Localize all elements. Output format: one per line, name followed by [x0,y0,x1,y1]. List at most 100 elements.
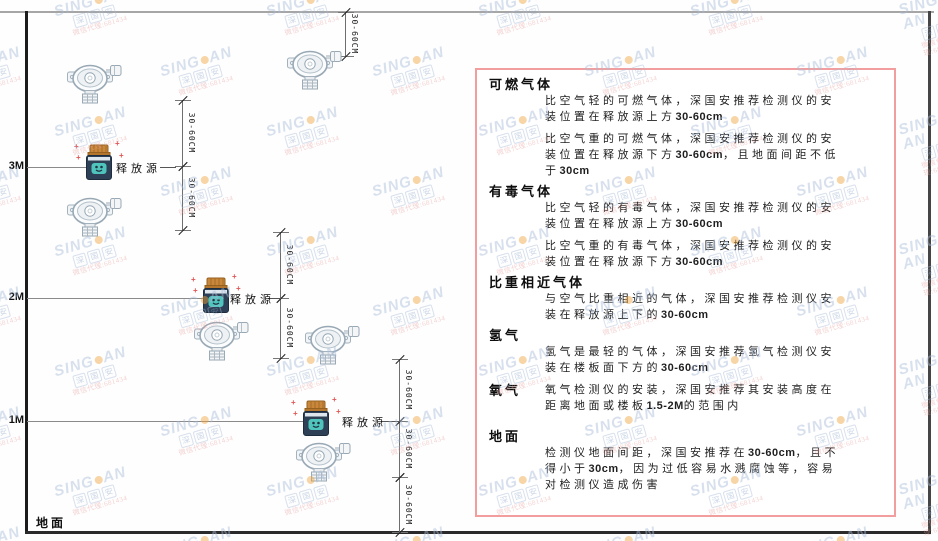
measurement-value: 1.5-2M [646,400,684,412]
dimension-tick [338,7,354,18]
height-marker-label: 3M [8,160,24,172]
guideline-paragraph: 比空气重的有毒气体，深国安推荐检测仪的安装位置在释放源下方30-60cm [545,238,840,270]
guideline-paragraph: 检测仪地面间距，深国安推荐在30-60cm，且不得小于30cm，因为过低容易水溅… [545,445,840,493]
gas-detector-glyph [194,321,249,361]
gas-detector-glyph [67,64,122,104]
ground-label: 地面 [36,516,67,530]
guideline-paragraph: 比空气重的可燃气体，深国安推荐检测仪的安装位置在释放源下方30-60cm，且地面… [545,131,840,179]
guideline-paragraph: 比空气轻的可燃气体，深国安推荐检测仪的安装位置在释放源上方30-60cm [545,93,840,125]
section-hydrogen: 氢气氢气是最轻的气体，深国安推荐氢气检测仪安装在楼板面下方的30-60cm [489,329,882,376]
release-source-icon: + + + + [191,272,241,314]
guideline-text: 比空气轻的有毒气体，深国安推荐检测仪的安装位置在释放源上方 [545,202,835,230]
release-source-glyph [203,277,229,313]
dimension-label: 30-60CM [187,112,196,154]
section-heading-hydrogen: 氢气 [489,328,522,343]
tick-slash [178,225,188,236]
sparkle-mark: + [332,395,337,404]
dimension-line: 30-60CM [175,95,199,172]
dimension-tick [273,227,289,238]
dimension-line: 30-60CM [392,416,416,483]
measurement-value: 30-60cm [675,149,724,161]
measurement-value: 30-60cm [661,309,709,321]
release-source-label: 释放源 [342,417,387,429]
dimension-tick [392,527,408,538]
source-connector-line [381,421,400,422]
section-ground: 地面检测仪地面间距，深国安推荐在30-60cm，且不得小于30cm，因为过低容易… [489,430,882,493]
floor-line [25,531,931,534]
release-source-icon: + + + + [291,395,341,437]
dimension-tick [273,293,289,304]
gas-detector-glyph [67,197,122,237]
dimension-tick [175,161,191,172]
sparkle-mark: + [119,151,124,160]
dimension-tick [175,225,191,236]
gas-detector-glyph [287,50,342,90]
gas-detector-icon [295,441,351,482]
section-flammable-gas: 可燃气体 比空气轻的可燃气体，深国安推荐检测仪的安装位置在释放源上方30-60cm… [489,78,882,179]
section-similar-density-gas: 比重相近气体 与空气比重相近的气体，深国安推荐检测仪安装在释放源上下的30-60c… [489,276,882,323]
dimension-tick [392,354,408,365]
dimension-line: 30-60CM [175,161,199,236]
dimension-label: 30-60CM [187,177,196,219]
dimension-line: 30-60CM [392,354,416,427]
gas-detector-icon [66,196,122,237]
sparkle-mark: + [293,409,298,418]
guideline-paragraph: 氧气检测仪的安装，深国安推荐其安装高度在距离地面或楼板1.5-2M的范围内 [545,382,840,414]
measurement-value: 30-60cm [675,218,724,230]
sparkle-mark: + [291,398,296,407]
dimension-label: 30-60CM [350,13,359,55]
section-heading-flammable-gas: 可燃气体 [489,77,554,92]
ceiling-line [0,11,934,13]
sparkle-mark: + [76,153,81,162]
sparkle-mark: + [193,286,198,295]
guideline-text: ，且地面间距不低于 [545,149,840,177]
section-heading-oxygen: 氧气 [489,383,522,398]
guideline-text: ，因为过低容易水溅腐蚀等，容易对检测仪造成伤害 [545,463,837,491]
guideline-paragraph: 比空气轻的有毒气体，深国安推荐检测仪的安装位置在释放源上方30-60cm [545,200,840,232]
release-source-icon: + + + + [74,139,124,181]
guideline-text: 的范围内 [683,400,742,412]
measurement-value: 30cm [559,165,590,177]
left-wall-line [25,11,28,533]
gas-detector-icon [193,320,249,361]
height-marker-label: 1M [8,414,24,426]
dimension-tick [273,353,289,364]
section-toxic-gas: 有毒气体 比空气轻的有毒气体，深国安推荐检测仪的安装位置在释放源上方30-60cm… [489,185,882,270]
height-marker-line [27,298,203,299]
tick-slash [395,527,405,538]
dimension-tick [175,95,191,106]
gas-detector-glyph [296,442,351,482]
source-connector-line [160,167,176,168]
sparkle-mark: + [236,284,241,293]
tick-slash [276,353,286,364]
dimension-label: 30-60CM [404,369,413,411]
dimension-label: 30-60CM [285,244,294,286]
release-source-glyph [86,144,112,180]
section-heading-ground: 地面 [489,429,522,444]
sparkle-mark: + [232,272,237,281]
dimension-label: 30-60CM [404,484,413,525]
guideline-text: 氢气是最轻的气体，深国安推荐氢气检测仪安装在楼板面下方的 [545,346,835,374]
guideline-text: 比空气轻的可燃气体，深国安推荐检测仪的安装位置在释放源上方 [545,95,835,123]
measurement-value: 30-60cm [675,256,724,268]
release-source-glyph [303,400,329,436]
dimension-label: 30-60CM [285,307,294,349]
sparkle-mark: + [191,275,196,284]
source-connector-line [268,298,281,299]
guideline-paragraph: 与空气比重相近的气体，深国安推荐检测仪安装在释放源上下的30-60cm [545,291,840,323]
sparkle-mark: + [336,407,341,416]
section-heading-toxic-gas: 有毒气体 [489,184,554,199]
guideline-paragraph: 氢气是最轻的气体，深国安推荐氢气检测仪安装在楼板面下方的30-60cm [545,344,840,376]
sparkle-mark: + [74,142,79,151]
section-oxygen: 氧气 氧气检测仪的安装，深国安推荐其安装高度在距离地面或楼板1.5-2M的范围内 [489,382,882,414]
guideline-text: ，且不得小于 [545,447,840,475]
height-marker-line [27,421,303,422]
tick-slash [276,227,286,238]
measurement-value: 30-60cm [661,362,709,374]
guideline-panel: 可燃气体 比空气轻的可燃气体，深国安推荐检测仪的安装位置在释放源上方30-60cm… [475,68,896,517]
guideline-text: 氧气检测仪的安装，深国安推荐其安装高度在距离地面或楼板 [545,384,835,412]
dimension-label: 30-60CM [404,428,413,470]
right-wall-line [928,11,931,533]
gas-detector-icon [66,63,122,104]
